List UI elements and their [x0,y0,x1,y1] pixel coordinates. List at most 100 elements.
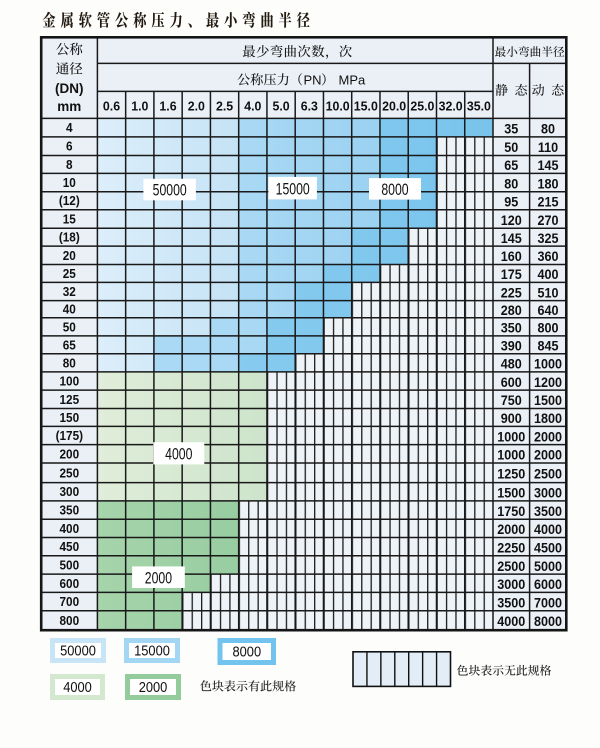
svg-text:15: 15 [63,212,76,227]
svg-text:125: 125 [59,392,79,407]
svg-text:640: 640 [538,302,559,318]
svg-text:450: 450 [59,540,79,555]
svg-text:(175): (175) [56,429,83,444]
svg-text:1750: 1750 [497,503,525,519]
svg-text:400: 400 [59,521,79,536]
svg-text:750: 750 [501,392,522,408]
svg-text:360: 360 [538,248,559,264]
svg-text:1000: 1000 [534,356,562,372]
svg-text:5.0: 5.0 [273,98,290,114]
svg-text:500: 500 [59,558,79,573]
svg-text:5000: 5000 [534,558,562,574]
svg-text:145: 145 [538,158,560,174]
svg-text:480: 480 [501,356,522,372]
svg-text:80: 80 [63,356,76,371]
svg-text:20: 20 [63,248,76,263]
svg-text:4000: 4000 [63,680,92,696]
svg-text:280: 280 [501,302,522,318]
svg-text:PN: PN [304,72,322,87]
svg-text:MPa: MPa [339,72,367,87]
svg-text:510: 510 [538,285,559,301]
svg-text:350: 350 [59,503,79,518]
svg-text:25.0: 25.0 [410,98,434,114]
svg-text:845: 845 [538,338,560,354]
svg-text:2500: 2500 [534,466,562,482]
svg-text:1200: 1200 [534,374,562,390]
svg-text:6: 6 [66,139,73,154]
svg-text:2.0: 2.0 [188,98,205,114]
svg-text:20.0: 20.0 [382,98,406,114]
svg-text:2500: 2500 [497,558,525,574]
svg-text:4500: 4500 [534,540,562,556]
svg-text:35: 35 [504,121,519,137]
svg-text:800: 800 [59,614,79,629]
svg-text:15.0: 15.0 [354,98,378,114]
svg-text:600: 600 [59,576,79,591]
svg-text:(12): (12) [59,194,80,209]
svg-text:270: 270 [538,212,559,228]
svg-text:1500: 1500 [497,485,525,501]
svg-text:2000: 2000 [497,521,525,537]
svg-text:600: 600 [501,374,522,390]
svg-text:1250: 1250 [497,466,525,482]
svg-text:180: 180 [538,176,559,192]
svg-text:10.0: 10.0 [326,98,350,114]
svg-text:215: 215 [538,194,560,210]
svg-text:150: 150 [59,410,79,425]
svg-text:8: 8 [66,157,73,172]
svg-text:350: 350 [501,320,522,336]
svg-text:95: 95 [504,194,519,210]
svg-text:400: 400 [538,267,559,283]
svg-text:3500: 3500 [534,503,562,519]
svg-text:40: 40 [63,302,76,317]
svg-text:3000: 3000 [497,576,525,592]
svg-text:65: 65 [504,158,519,174]
svg-text:300: 300 [59,485,79,500]
svg-text:1000: 1000 [497,429,525,445]
svg-text:6.3: 6.3 [301,98,318,114]
svg-text:2.5: 2.5 [216,98,233,114]
svg-text:900: 900 [501,411,522,427]
svg-text:50: 50 [63,320,76,335]
svg-text:4.0: 4.0 [244,98,261,114]
svg-text:35.0: 35.0 [467,98,491,114]
svg-text:250: 250 [59,466,79,481]
svg-text:1800: 1800 [534,411,562,427]
svg-text:mm: mm [57,99,81,114]
svg-text:80: 80 [541,121,555,137]
svg-text:8000: 8000 [232,644,261,660]
svg-text:4: 4 [66,121,73,136]
svg-text:7000: 7000 [534,595,562,611]
svg-text:0.6: 0.6 [103,98,120,114]
svg-text:4000: 4000 [497,614,525,630]
svg-text:1500: 1500 [534,392,562,408]
svg-text:4000: 4000 [165,446,192,464]
svg-text:8000: 8000 [534,614,562,630]
svg-text:(18): (18) [59,230,80,245]
svg-text:2000: 2000 [139,680,168,696]
svg-text:(DN): (DN) [55,81,84,96]
svg-text:3500: 3500 [497,595,525,611]
svg-text:700: 700 [59,595,79,610]
svg-text:100: 100 [59,374,79,389]
svg-text:1000: 1000 [497,447,525,463]
svg-text:50000: 50000 [153,182,187,200]
svg-text:1.6: 1.6 [159,98,176,114]
svg-text:15000: 15000 [276,181,310,199]
svg-text:390: 390 [501,338,522,354]
svg-text:65: 65 [63,338,76,353]
svg-text:110: 110 [538,139,558,155]
svg-text:3000: 3000 [534,485,562,501]
svg-text:325: 325 [538,230,560,246]
svg-text:32.0: 32.0 [439,98,463,114]
svg-text:2000: 2000 [145,570,172,588]
svg-text:2000: 2000 [534,447,562,463]
svg-text:2250: 2250 [497,540,525,556]
svg-text:160: 160 [501,248,522,264]
svg-text:225: 225 [501,285,523,301]
svg-text:800: 800 [538,320,559,336]
svg-text:175: 175 [501,267,523,283]
svg-text:50: 50 [504,139,518,155]
svg-text:10: 10 [63,176,76,191]
svg-text:200: 200 [59,447,79,462]
